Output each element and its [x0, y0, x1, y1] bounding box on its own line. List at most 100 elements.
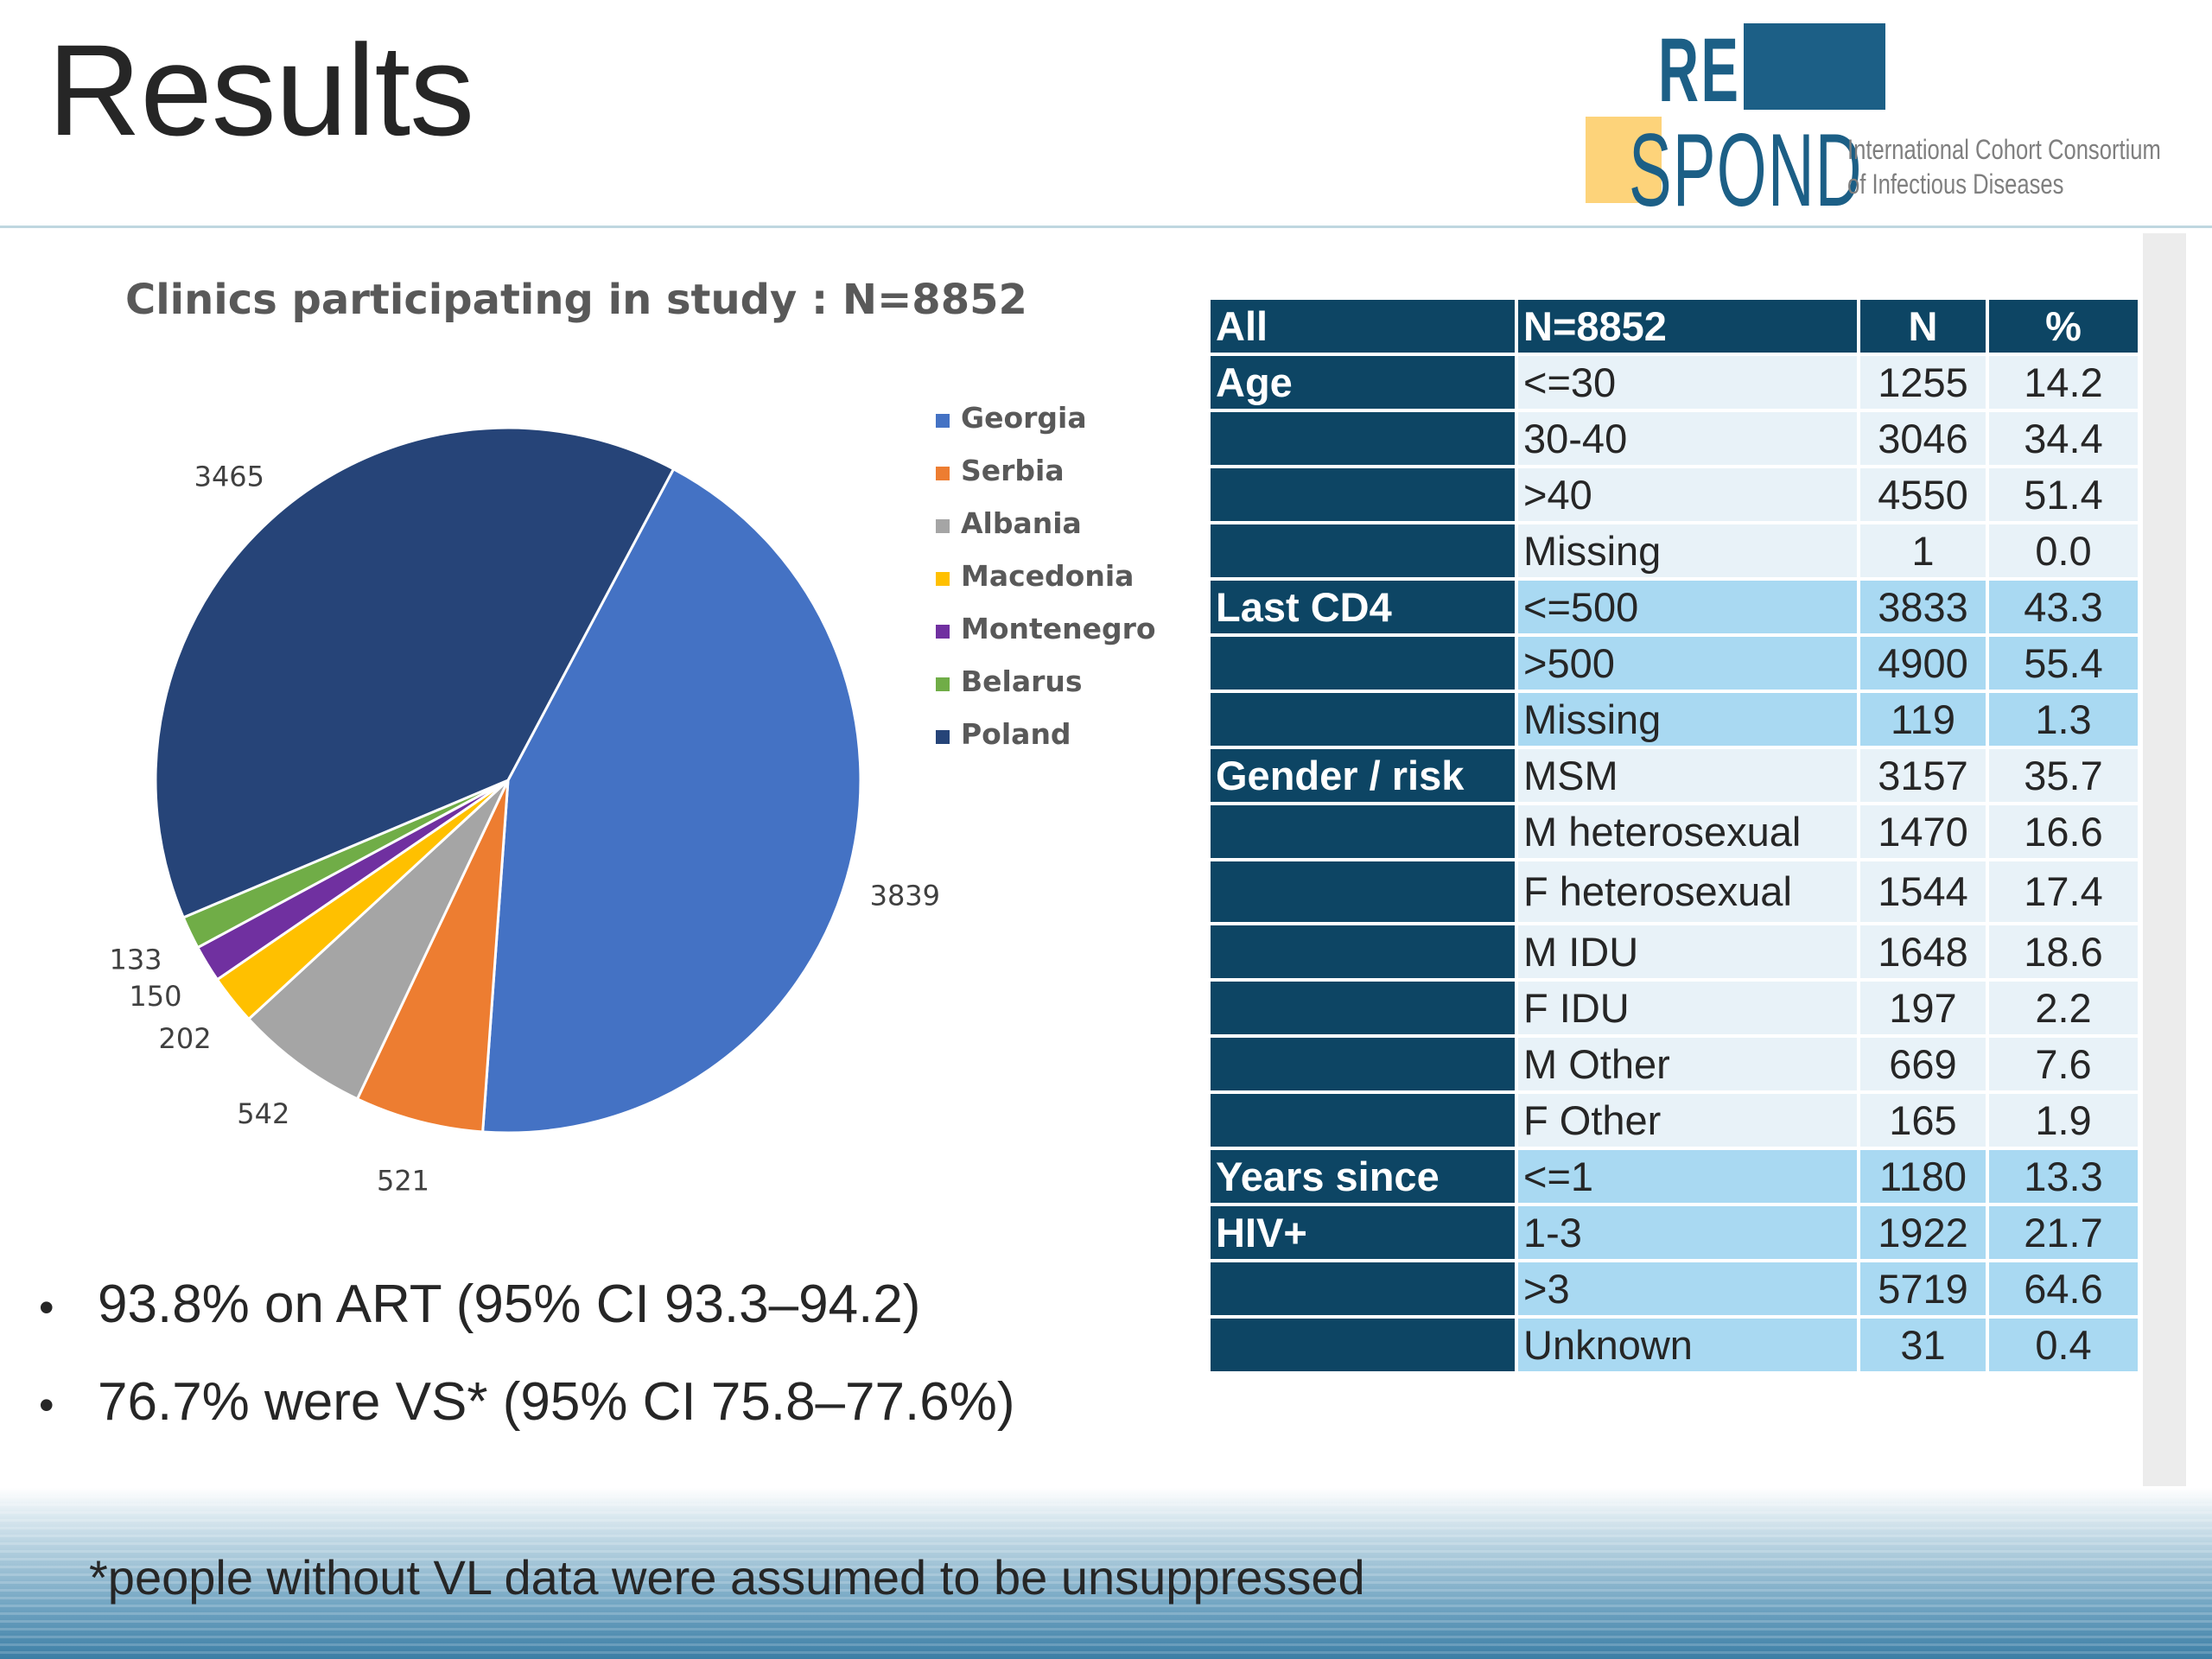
table-header-row: All N=8852 N%	[1211, 300, 2138, 353]
data-label-albania: 542	[237, 1097, 289, 1130]
count-cell: 165	[1860, 1094, 1986, 1147]
data-label-macedonia: 202	[159, 1022, 212, 1055]
subgroup-cell: MSM	[1518, 749, 1857, 802]
percent-cell: 0.0	[1989, 524, 2138, 577]
count-cell: 3157	[1860, 749, 1986, 802]
percent-cell: 21.7	[1989, 1206, 2138, 1259]
table-row: Age <=30 1255 14.2	[1211, 356, 2138, 409]
count-cell: 4900	[1860, 637, 1986, 690]
category-cell	[1211, 982, 1515, 1034]
header-percent-cell: %	[1989, 300, 2138, 353]
bullet-marker: •	[39, 1381, 54, 1429]
header-count-cell: N	[1860, 300, 1986, 353]
count-cell: 1	[1860, 524, 1986, 577]
data-label-poland: 3465	[194, 460, 264, 493]
subgroup-cell: >3	[1518, 1262, 1857, 1315]
percent-cell: 55.4	[1989, 637, 2138, 690]
category-cell	[1211, 1038, 1515, 1090]
category-cell: HIV+	[1211, 1206, 1515, 1259]
slide-title: Results	[48, 17, 474, 162]
count-cell: 4550	[1860, 468, 1986, 521]
percent-cell: 2.2	[1989, 982, 2138, 1034]
data-label-serbia: 521	[377, 1164, 429, 1197]
legend-label-poland: Poland	[961, 717, 1071, 751]
category-cell	[1211, 1262, 1515, 1315]
percent-cell: 1.9	[1989, 1094, 2138, 1147]
bullet-text: 76.7% were VS* (95% CI 75.8–77.6%)	[98, 1372, 1015, 1432]
percent-cell: 13.3	[1989, 1150, 2138, 1203]
percent-cell: 35.7	[1989, 749, 2138, 802]
subgroup-cell: F Other	[1518, 1094, 1857, 1147]
legend-swatch-serbia	[936, 467, 950, 480]
table-row: HIV+ 1-3 1922 21.7	[1211, 1206, 2138, 1259]
right-side-panel	[2143, 233, 2186, 1486]
table-row: Last CD4 <=500 3833 43.3	[1211, 581, 2138, 633]
footer-band	[0, 1488, 2212, 1659]
pie-data-labels: 3839 521 542 202 150 133 3465	[109, 460, 940, 1197]
table-row: >3 5719 64.6	[1211, 1262, 2138, 1315]
count-cell: 669	[1860, 1038, 1986, 1090]
count-cell: 31	[1860, 1319, 1986, 1371]
chart-title: Clinics participating in study : N=8852	[125, 276, 1027, 324]
footer-stripes	[0, 1488, 2212, 1659]
data-label-belarus: 133	[109, 944, 162, 976]
pie-slice-georgia	[481, 467, 862, 1135]
percent-cell: 51.4	[1989, 468, 2138, 521]
pie-slice-poland	[154, 426, 676, 919]
count-cell: 1544	[1860, 861, 1986, 922]
percent-cell: 16.6	[1989, 805, 2138, 858]
count-cell: 197	[1860, 982, 1986, 1034]
logo-blue-block	[1744, 23, 1885, 110]
percent-cell: 34.4	[1989, 412, 2138, 465]
legend-swatch-montenegro	[936, 625, 950, 639]
category-cell	[1211, 925, 1515, 978]
logo-tagline: International Cohort Consortium of Infec…	[1847, 132, 2161, 201]
legend-swatch-poland	[936, 730, 950, 744]
table-row: Years since <=1 1180 13.3	[1211, 1150, 2138, 1203]
category-cell	[1211, 1094, 1515, 1147]
table-row: Missing 119 1.3	[1211, 693, 2138, 746]
table-row: Missing 1 0.0	[1211, 524, 2138, 577]
table-row: Unknown 31 0.4	[1211, 1319, 2138, 1371]
table-row: F heterosexual 1544 17.4	[1211, 861, 2138, 922]
subgroup-cell: <=1	[1518, 1150, 1857, 1203]
subgroup-cell: Missing	[1518, 693, 1857, 746]
subgroup-cell: M Other	[1518, 1038, 1857, 1090]
table-row: M Other 669 7.6	[1211, 1038, 2138, 1090]
percent-cell: 7.6	[1989, 1038, 2138, 1090]
cohort-characteristics-table: All N=8852 N% Age <=30 1255 14.2 30-40 3046 34.4 >…	[1207, 296, 2141, 1375]
category-cell: Gender / risk	[1211, 749, 1515, 802]
category-cell	[1211, 693, 1515, 746]
subgroup-cell: 30-40	[1518, 412, 1857, 465]
category-cell	[1211, 805, 1515, 858]
category-cell: Last CD4	[1211, 581, 1515, 633]
bullet-vs: • 76.7% were VS* (95% CI 75.8–77.6%)	[39, 1355, 1014, 1452]
count-cell: 1648	[1860, 925, 1986, 978]
legend-swatch-albania	[936, 519, 950, 533]
percent-cell: 17.4	[1989, 861, 2138, 922]
subgroup-cell: F heterosexual	[1518, 861, 1857, 922]
table-row: F IDU 197 2.2	[1211, 982, 2138, 1034]
pie-slices	[154, 426, 862, 1135]
legend-label-albania: Albania	[961, 506, 1082, 540]
logo-tagline-line1: International Cohort Consortium	[1847, 134, 2161, 165]
legend-label-macedonia: Macedonia	[961, 559, 1134, 593]
legend-label-serbia: Serbia	[961, 454, 1065, 487]
count-cell: 1922	[1860, 1206, 1986, 1259]
data-label-montenegro: 150	[129, 980, 181, 1013]
bullet-marker: •	[39, 1283, 54, 1332]
table-row: M heterosexual 1470 16.6	[1211, 805, 2138, 858]
table-row: Gender / risk MSM 3157 35.7	[1211, 749, 2138, 802]
category-cell	[1211, 412, 1515, 465]
subgroup-cell: >500	[1518, 637, 1857, 690]
subgroup-cell: M heterosexual	[1518, 805, 1857, 858]
chart-legend: Georgia Serbia Albania Macedonia Montenegro B…	[936, 401, 1156, 751]
legend-label-belarus: Belarus	[961, 664, 1083, 698]
subgroup-cell: F IDU	[1518, 982, 1857, 1034]
count-cell: 5719	[1860, 1262, 1986, 1315]
bullet-text: 93.8% on ART (95% CI 93.3–94.2)	[98, 1274, 921, 1334]
category-cell: Age	[1211, 356, 1515, 409]
subgroup-cell: Missing	[1518, 524, 1857, 577]
count-cell: 1180	[1860, 1150, 1986, 1203]
table-row: F Other 165 1.9	[1211, 1094, 2138, 1147]
